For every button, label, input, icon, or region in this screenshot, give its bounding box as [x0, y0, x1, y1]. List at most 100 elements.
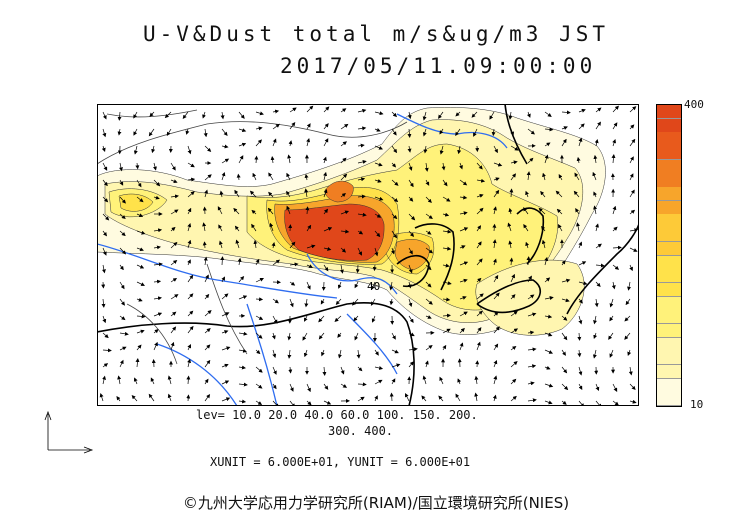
- wind-vector: [612, 122, 618, 130]
- wind-vector: [306, 123, 311, 130]
- colorbar-min-label: 10: [690, 398, 704, 411]
- wind-vector: [272, 298, 279, 304]
- wind-vector: [340, 192, 346, 198]
- wind-vector: [204, 145, 212, 152]
- wind-vector: [408, 213, 416, 221]
- wind-vector: [271, 332, 276, 340]
- wind-vector: [218, 240, 223, 249]
- wind-vector: [187, 162, 195, 168]
- wind-vector: [405, 393, 410, 402]
- wind-vector: [408, 332, 415, 337]
- wind-vector: [323, 246, 332, 251]
- wind-vector: [288, 140, 293, 147]
- wind-vector: [238, 348, 247, 353]
- wind-vector: [476, 310, 483, 317]
- wind-vector: [148, 128, 155, 137]
- wind-vector: [459, 245, 466, 249]
- wind-vector: [116, 395, 121, 402]
- colorbar-segment: [657, 269, 681, 284]
- wind-vector: [272, 349, 277, 358]
- wind-vector: [628, 366, 633, 376]
- wind-vector: [592, 171, 597, 181]
- colorbar-segment: [657, 132, 681, 147]
- wind-vector: [340, 229, 350, 234]
- wind-vector: [320, 298, 325, 305]
- wind-vector: [221, 380, 230, 385]
- wind-vector: [510, 273, 515, 283]
- wind-vector: [101, 264, 106, 274]
- wind-vector: [374, 179, 382, 183]
- wind-vector: [288, 366, 293, 374]
- wind-vector: [289, 107, 297, 113]
- wind-vector: [576, 222, 580, 232]
- wind-vector: [629, 138, 636, 147]
- wind-vector: [170, 226, 176, 232]
- wind-vector: [473, 128, 478, 137]
- wind-vector: [578, 241, 583, 249]
- wind-vector: [629, 383, 636, 391]
- wind-vector: [204, 359, 211, 368]
- wind-vector: [459, 327, 465, 334]
- wind-vector: [220, 111, 225, 120]
- wind-vector: [408, 315, 414, 324]
- wind-vector: [476, 162, 483, 170]
- wind-vector: [476, 194, 484, 198]
- wind-vector: [153, 228, 163, 233]
- wind-vector: [167, 393, 172, 402]
- wind-vector: [408, 347, 418, 352]
- wind-vector: [153, 329, 159, 334]
- wind-vector: [136, 179, 142, 188]
- wind-vector: [510, 128, 515, 136]
- wind-vector: [170, 326, 177, 334]
- wind-vector: [457, 145, 462, 155]
- wind-vector: [544, 111, 552, 117]
- wind-vector: [476, 277, 482, 283]
- wind-vector: [526, 256, 531, 266]
- wind-vector: [204, 328, 211, 334]
- wind-vector: [238, 111, 245, 119]
- wind-vector: [133, 128, 138, 136]
- wind-vector: [493, 359, 498, 368]
- wind-vector: [287, 349, 292, 359]
- wind-vector: [133, 145, 138, 155]
- wind-vector: [102, 213, 110, 221]
- wind-vector: [558, 224, 563, 232]
- wind-vector: [442, 246, 452, 251]
- wind-vector: [151, 145, 156, 154]
- wind-vector: [561, 138, 567, 147]
- wind-vector: [578, 123, 585, 130]
- colorbar-segment: [657, 378, 681, 393]
- wind-vector: [442, 281, 452, 286]
- wind-vector: [493, 311, 499, 317]
- wind-vector: [391, 145, 398, 154]
- wind-vector: [544, 314, 553, 319]
- colorbar: [656, 104, 682, 407]
- wind-vector: [255, 349, 261, 355]
- colorbar-segment: [657, 296, 681, 311]
- wind-vector: [493, 206, 497, 215]
- wind-vector: [306, 138, 311, 147]
- wind-vector: [182, 111, 189, 119]
- wind-vector: [510, 361, 518, 368]
- wind-vector: [525, 241, 530, 249]
- wind-vector: [323, 400, 332, 405]
- wind-vector: [526, 111, 531, 118]
- wind-vector: [459, 162, 463, 170]
- wind-vector: [612, 400, 619, 406]
- wind-vectors: [99, 105, 639, 406]
- wind-vector: [595, 223, 599, 232]
- wind-vector: [287, 332, 292, 341]
- wind-vector: [303, 349, 308, 358]
- wind-vector: [102, 179, 108, 187]
- wind-vector: [272, 383, 277, 390]
- wind-vector: [561, 349, 566, 356]
- wind-vector: [203, 128, 208, 138]
- wind-vector: [153, 296, 162, 301]
- wind-vector: [544, 154, 549, 164]
- wind-vector: [269, 222, 274, 232]
- wind-vector: [391, 363, 401, 368]
- wind-vector: [102, 111, 107, 120]
- wind-vector: [476, 327, 482, 334]
- wind-vector: [561, 400, 567, 405]
- wind-vector: [374, 213, 382, 218]
